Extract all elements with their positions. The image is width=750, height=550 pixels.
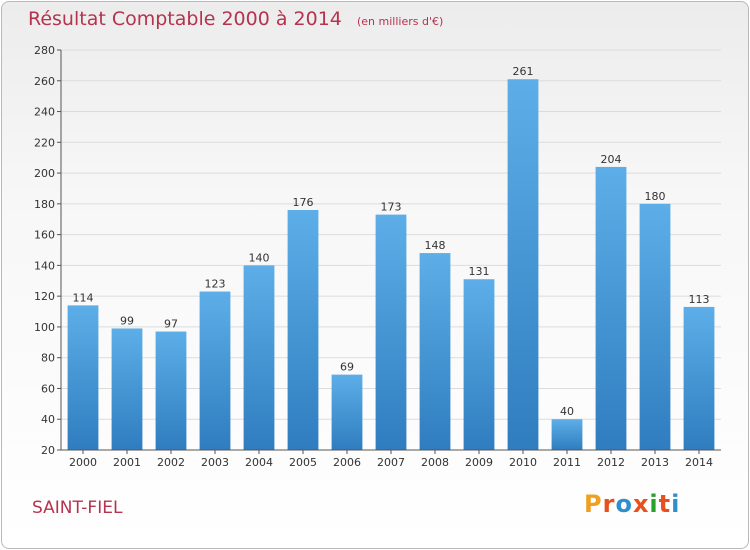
chart-subtitle: (en milliers d'€): [356, 15, 444, 28]
logo-letter: i: [649, 490, 659, 518]
x-tick-label: 2004: [245, 456, 273, 469]
bar: [155, 331, 187, 450]
data-label: 69: [340, 361, 354, 374]
chart-title: Résultat Comptable 2000 à 2014: [28, 8, 342, 30]
bar: [639, 203, 671, 450]
bar: [243, 265, 275, 450]
y-tick-label: 240: [34, 106, 55, 119]
x-tick-label: 2010: [509, 456, 537, 469]
data-label: 113: [689, 293, 710, 306]
x-tick-label: 2006: [333, 456, 361, 469]
y-tick-label: 60: [41, 382, 55, 395]
x-tick-label: 2003: [201, 456, 229, 469]
bar: [199, 291, 231, 450]
data-label: 173: [381, 201, 402, 214]
data-label: 114: [73, 291, 94, 304]
bar: [111, 328, 143, 450]
y-tick-label: 140: [34, 259, 55, 272]
data-label: 40: [560, 405, 574, 418]
bar: [67, 305, 99, 450]
logo-letter: t: [658, 490, 672, 518]
bar: [463, 279, 495, 450]
y-tick-label: 280: [34, 44, 55, 57]
bar: [551, 419, 583, 450]
x-tick-label: 2000: [69, 456, 97, 469]
x-tick-label: 2001: [113, 456, 141, 469]
x-tick-label: 2009: [465, 456, 493, 469]
logo-letter: x: [632, 490, 650, 518]
y-tick-label: 40: [41, 413, 55, 426]
bar: [331, 374, 363, 450]
x-tick-label: 2005: [289, 456, 317, 469]
x-tick-label: 2014: [685, 456, 713, 469]
bar: [419, 253, 451, 450]
logo-letter: r: [602, 490, 616, 518]
bar: [375, 214, 407, 450]
data-label: 99: [120, 314, 134, 327]
city-name: SAINT-FIEL: [32, 498, 123, 518]
x-tick-label: 2012: [597, 456, 625, 469]
data-label: 176: [293, 196, 314, 209]
y-tick-label: 20: [41, 444, 55, 457]
title-row: Résultat Comptable 2000 à 2014 (en milli…: [28, 8, 443, 30]
x-tick-label: 2013: [641, 456, 669, 469]
data-label: 180: [645, 190, 666, 203]
x-tick-label: 2011: [553, 456, 581, 469]
data-label: 123: [205, 278, 226, 291]
logo-letter: P: [584, 490, 603, 518]
y-tick-label: 220: [34, 136, 55, 149]
bar: [683, 306, 715, 450]
x-tick-label: 2007: [377, 456, 405, 469]
logo-letter: i: [671, 490, 681, 518]
y-tick-label: 80: [41, 352, 55, 365]
data-label: 261: [513, 65, 534, 78]
data-label: 131: [469, 265, 490, 278]
y-tick-label: 120: [34, 290, 55, 303]
y-tick-label: 260: [34, 75, 55, 88]
axes: 20 40 60 80 100 120 140 160 180 200 220 240 260 280 20…: [34, 44, 721, 469]
bars: 114 99 97 123 140 176 69 173 148 131 261 40 204 180 11…: [67, 65, 715, 450]
data-label: 148: [425, 239, 446, 252]
data-label: 204: [601, 153, 622, 166]
bar: [507, 79, 539, 450]
data-label: 140: [249, 251, 270, 264]
logo-letter: o: [615, 490, 633, 518]
proxiti-logo: Proxiti: [584, 490, 680, 518]
x-tick-label: 2008: [421, 456, 449, 469]
y-tick-label: 200: [34, 167, 55, 180]
y-tick-label: 100: [34, 321, 55, 334]
bar: [287, 210, 319, 450]
x-tick-label: 2002: [157, 456, 185, 469]
y-tick-label: 180: [34, 198, 55, 211]
data-label: 97: [164, 318, 178, 331]
y-tick-label: 160: [34, 229, 55, 242]
bar: [595, 166, 627, 450]
